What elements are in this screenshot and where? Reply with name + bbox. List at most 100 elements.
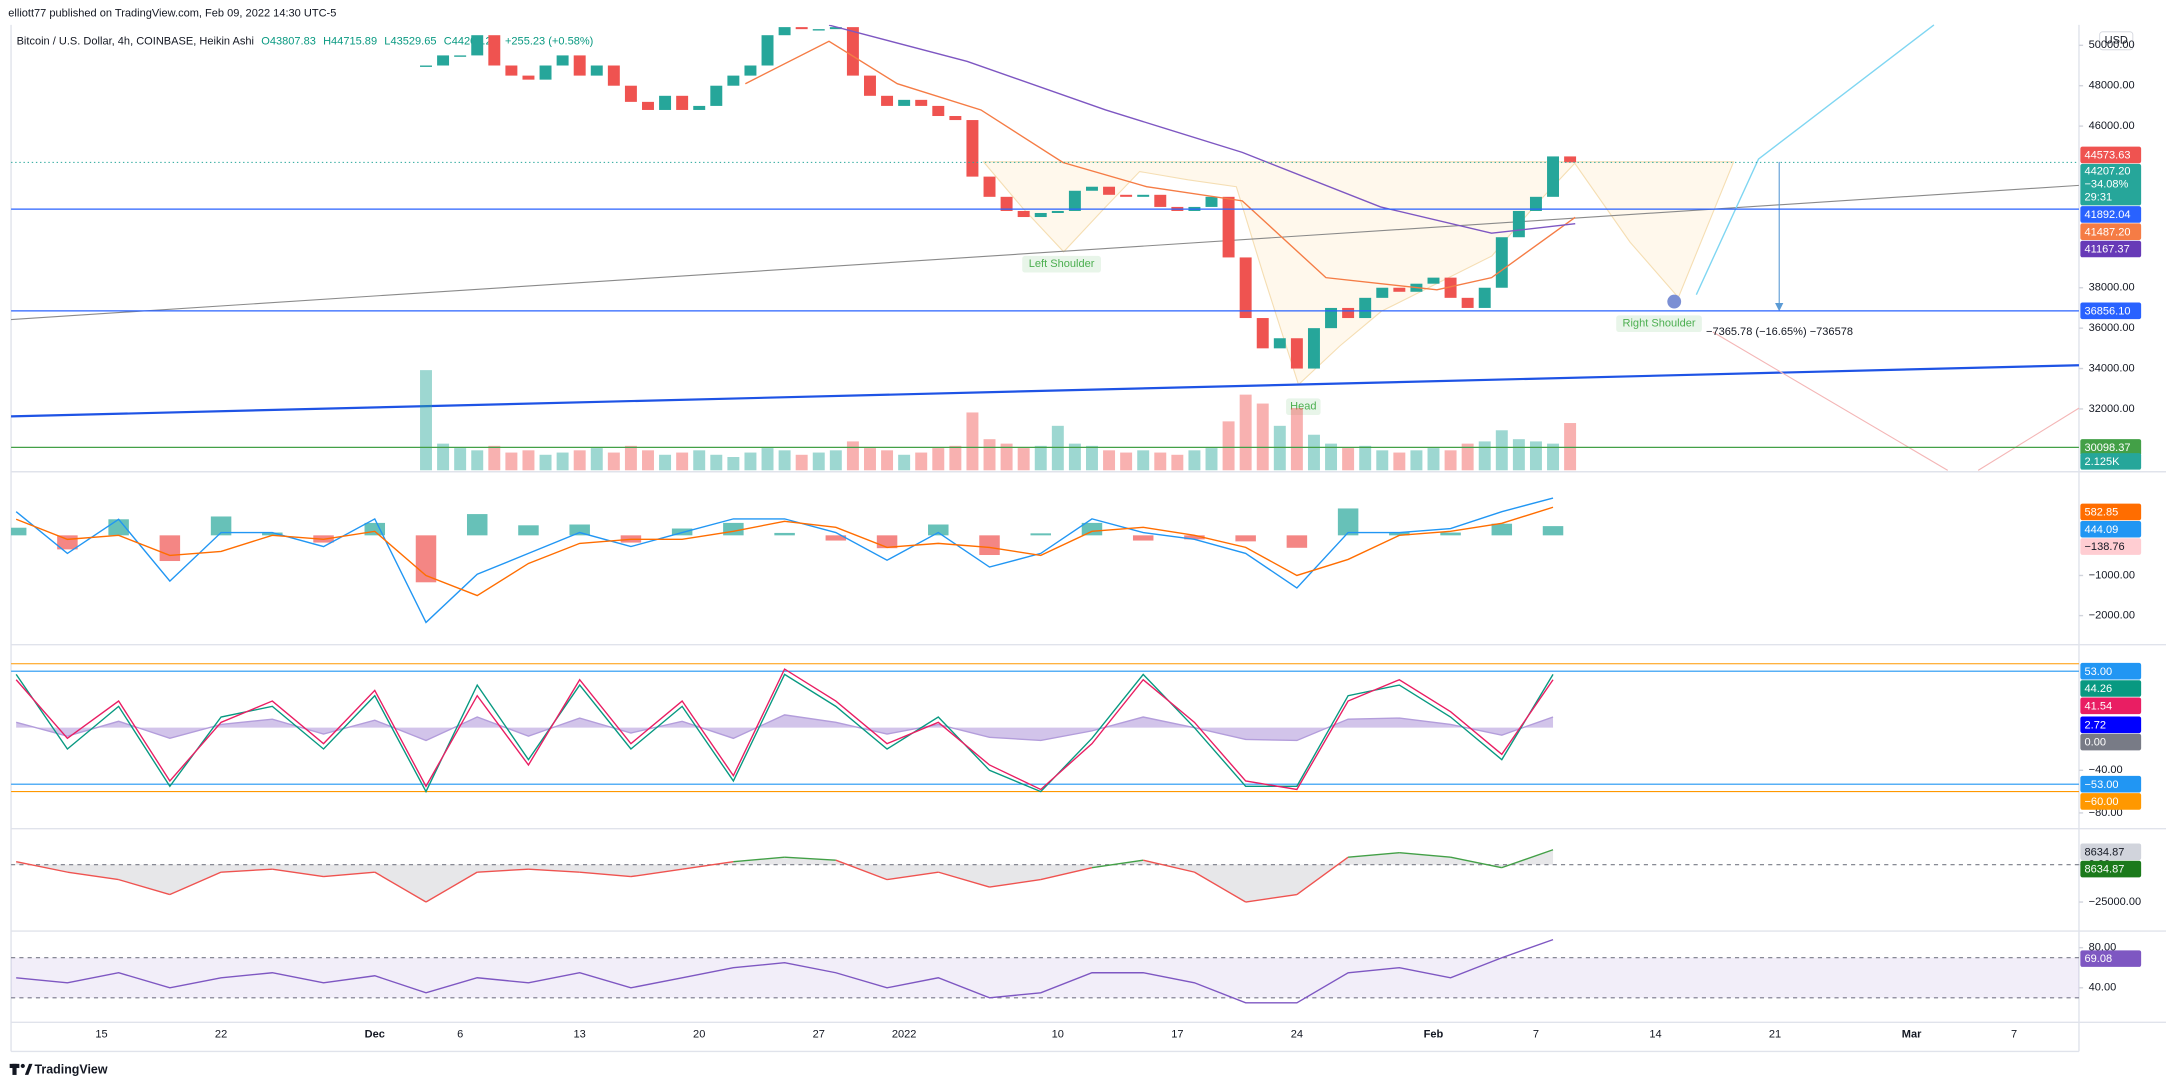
price-label: 2.72 bbox=[2084, 719, 2105, 731]
line-segment bbox=[67, 871, 119, 881]
candle bbox=[1564, 156, 1577, 163]
y-tick-label: 50000.00 bbox=[2089, 39, 2135, 51]
measure-arrow-head bbox=[1775, 302, 1784, 312]
measurement: −7365.78 (−16.65%) −736578 bbox=[1706, 326, 1853, 338]
histogram-bar bbox=[1337, 508, 1359, 536]
candle bbox=[522, 75, 535, 80]
y-tick-label: 40.00 bbox=[2089, 982, 2117, 994]
volume-bar bbox=[1376, 450, 1389, 471]
last-price-change: −34.08% bbox=[2084, 179, 2128, 191]
price-label-bg bbox=[2080, 697, 2142, 715]
volume-bar bbox=[1342, 448, 1355, 471]
price-label-bg bbox=[2080, 680, 2142, 697]
candle bbox=[983, 176, 996, 197]
footer-logo: TradingView bbox=[9, 1062, 108, 1076]
last-price-countdown: 29:31 bbox=[2084, 192, 2112, 204]
volume-bar bbox=[1171, 454, 1184, 471]
candle bbox=[471, 35, 484, 56]
price-label: 8634.87 bbox=[2084, 846, 2124, 858]
annotation-bg bbox=[1616, 315, 1702, 333]
candle bbox=[539, 65, 552, 80]
line-segment bbox=[1399, 852, 1451, 858]
candle bbox=[829, 27, 842, 30]
line bbox=[16, 939, 1554, 1004]
volume-bar bbox=[1239, 394, 1252, 471]
candle bbox=[1137, 194, 1150, 197]
candle bbox=[573, 55, 586, 76]
line-segment bbox=[989, 878, 1041, 888]
volume-bar bbox=[556, 452, 569, 471]
histogram-bar bbox=[979, 535, 1000, 556]
histogram-bar bbox=[723, 522, 744, 536]
volume-bar bbox=[676, 452, 689, 471]
legend: Bitcoin / U.S. Dollar, 4h, COINBASE, Hei… bbox=[17, 35, 594, 47]
line-segment bbox=[272, 868, 324, 878]
candle bbox=[1359, 297, 1372, 319]
price-label: 41167.37 bbox=[2084, 244, 2129, 256]
head-shoulders-pattern bbox=[982, 161, 1735, 386]
candle bbox=[659, 95, 672, 110]
volume-bar bbox=[966, 412, 979, 471]
price-label: 36856.10 bbox=[2084, 305, 2130, 317]
line-segment bbox=[1296, 856, 1349, 896]
price-label: 8634.87 bbox=[2084, 864, 2124, 876]
candle bbox=[1307, 328, 1320, 369]
histogram-bar bbox=[1286, 535, 1308, 548]
annotation-bg bbox=[1022, 255, 1101, 273]
volume-bar bbox=[1410, 450, 1423, 471]
volume-bar bbox=[744, 452, 757, 471]
line-segment bbox=[374, 871, 427, 903]
pane bbox=[11, 497, 1564, 624]
histogram-bar bbox=[1184, 535, 1205, 540]
projection-line bbox=[1977, 407, 2080, 471]
volume-bar bbox=[1307, 434, 1320, 471]
x-tick-label: 21 bbox=[1769, 1029, 1781, 1041]
candle bbox=[693, 105, 706, 110]
histogram-bar bbox=[928, 524, 949, 536]
volume-bar bbox=[829, 450, 842, 471]
price-label-bg bbox=[2080, 950, 2142, 967]
price-label-bg bbox=[2080, 662, 2142, 680]
y-tick-label: 38000.00 bbox=[2089, 282, 2135, 294]
y-tick-label: −25000.00 bbox=[2089, 896, 2141, 908]
volume-label-bg bbox=[2080, 453, 2142, 470]
volume-bar bbox=[915, 452, 928, 471]
candle bbox=[1256, 318, 1269, 349]
x-tick-label: 2022 bbox=[892, 1029, 917, 1041]
candle bbox=[1325, 307, 1338, 329]
x-tick-label: 22 bbox=[215, 1029, 227, 1041]
volume-bar bbox=[1478, 441, 1491, 471]
volume-bar bbox=[437, 443, 450, 471]
legend-high: H44715.89 bbox=[323, 35, 377, 47]
candle bbox=[949, 116, 962, 121]
candle bbox=[1239, 257, 1252, 319]
x-tick-label: 17 bbox=[1171, 1029, 1183, 1041]
legend-low: L43529.65 bbox=[384, 35, 436, 47]
histogram-bar bbox=[1440, 532, 1461, 536]
line-segment bbox=[682, 860, 734, 870]
histogram-bar bbox=[11, 527, 27, 536]
histogram-bar bbox=[1081, 522, 1103, 536]
price-label: 0.00 bbox=[2084, 737, 2105, 749]
volume-bar bbox=[761, 448, 774, 471]
volume-bar bbox=[539, 454, 552, 471]
histogram-bar bbox=[1235, 535, 1256, 542]
logo-part bbox=[20, 1063, 25, 1069]
candle bbox=[556, 55, 569, 66]
histogram-bar bbox=[569, 524, 590, 536]
price-label-bg bbox=[2080, 733, 2142, 751]
line-segment bbox=[1501, 849, 1554, 869]
volume-bar bbox=[1017, 448, 1030, 471]
candle bbox=[710, 85, 723, 106]
candle bbox=[488, 35, 501, 66]
price-label: 41892.04 bbox=[2084, 209, 2130, 221]
candle bbox=[1051, 210, 1064, 213]
price-label-bg bbox=[2080, 793, 2142, 810]
volume-bar bbox=[624, 445, 637, 471]
price-label: 41.54 bbox=[2084, 700, 2112, 712]
price-label-bg bbox=[2080, 146, 2142, 164]
x-tick-label: Dec bbox=[365, 1029, 385, 1041]
y-tick-label: 34000.00 bbox=[2089, 362, 2135, 374]
currency-badge[interactable] bbox=[2099, 31, 2134, 51]
line-segment bbox=[1194, 871, 1247, 903]
